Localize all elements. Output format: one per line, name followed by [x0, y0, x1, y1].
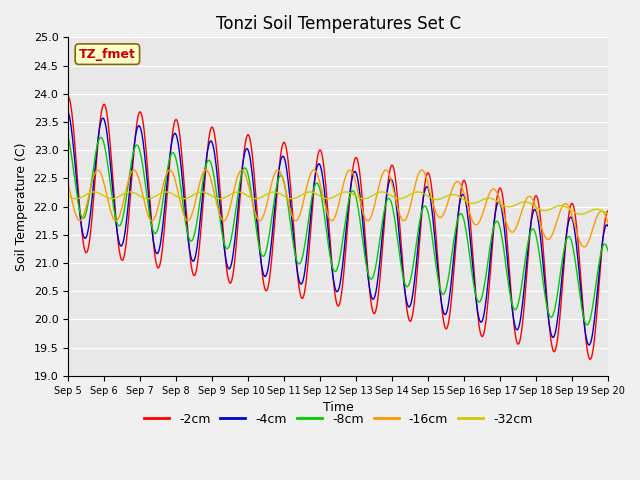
- -4cm: [586, 342, 593, 348]
- -16cm: [404, 210, 412, 216]
- -2cm: [419, 193, 427, 199]
- -8cm: [64, 134, 72, 140]
- -8cm: [404, 284, 412, 289]
- -16cm: [604, 220, 612, 226]
- -8cm: [130, 149, 138, 155]
- Legend: -2cm, -4cm, -8cm, -16cm, -32cm: -2cm, -4cm, -8cm, -16cm, -32cm: [139, 408, 538, 431]
- -16cm: [130, 167, 138, 173]
- Line: -32cm: -32cm: [68, 192, 608, 215]
- -8cm: [213, 193, 221, 199]
- -2cm: [184, 235, 192, 241]
- Text: TZ_fmet: TZ_fmet: [79, 48, 136, 60]
- -4cm: [130, 148, 138, 154]
- -32cm: [130, 190, 138, 195]
- -8cm: [184, 233, 192, 239]
- -16cm: [74, 216, 82, 222]
- -2cm: [404, 311, 412, 316]
- -32cm: [404, 193, 412, 199]
- Y-axis label: Soil Temperature (C): Soil Temperature (C): [15, 143, 28, 271]
- -8cm: [583, 322, 591, 328]
- -2cm: [604, 208, 612, 214]
- -2cm: [74, 182, 82, 188]
- -2cm: [586, 357, 594, 362]
- -32cm: [198, 189, 205, 195]
- Line: -2cm: -2cm: [68, 96, 608, 360]
- -4cm: [184, 238, 192, 243]
- -32cm: [184, 195, 192, 201]
- -8cm: [419, 204, 427, 210]
- -4cm: [64, 109, 72, 115]
- Line: -16cm: -16cm: [68, 170, 608, 247]
- -4cm: [74, 192, 82, 198]
- -16cm: [580, 244, 588, 250]
- -16cm: [64, 181, 72, 187]
- -16cm: [184, 218, 192, 224]
- -32cm: [214, 195, 221, 201]
- -32cm: [420, 191, 428, 197]
- -4cm: [604, 223, 612, 229]
- -16cm: [213, 201, 221, 207]
- -4cm: [213, 169, 221, 175]
- -4cm: [404, 302, 412, 308]
- -32cm: [604, 212, 612, 217]
- Line: -4cm: -4cm: [68, 112, 608, 345]
- Line: -8cm: -8cm: [68, 137, 608, 325]
- -2cm: [64, 94, 72, 99]
- -8cm: [604, 248, 612, 254]
- -2cm: [213, 149, 221, 155]
- -16cm: [420, 169, 428, 175]
- -4cm: [419, 195, 427, 201]
- -32cm: [74, 196, 82, 202]
- -8cm: [74, 199, 82, 204]
- -2cm: [130, 154, 138, 159]
- -16cm: [382, 167, 390, 173]
- -32cm: [64, 193, 72, 199]
- X-axis label: Time: Time: [323, 401, 353, 414]
- Title: Tonzi Soil Temperatures Set C: Tonzi Soil Temperatures Set C: [216, 15, 461, 33]
